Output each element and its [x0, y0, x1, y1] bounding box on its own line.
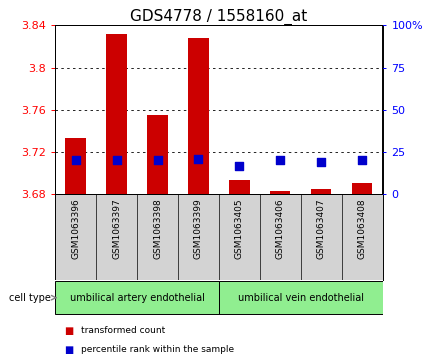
- Bar: [55, 281, 219, 314]
- Text: percentile rank within the sample: percentile rank within the sample: [81, 345, 234, 354]
- Point: [154, 158, 161, 163]
- Bar: [352, 183, 372, 194]
- Bar: [106, 34, 127, 194]
- Text: GSM1063405: GSM1063405: [235, 199, 244, 259]
- Title: GDS4778 / 1558160_at: GDS4778 / 1558160_at: [130, 9, 308, 25]
- Point: [195, 156, 202, 162]
- Bar: [229, 180, 249, 194]
- Point: [113, 158, 120, 163]
- Text: GSM1063399: GSM1063399: [194, 199, 203, 259]
- Text: cell type: cell type: [9, 293, 51, 303]
- Text: GSM1063408: GSM1063408: [357, 199, 366, 259]
- Point: [318, 159, 325, 165]
- Text: umbilical artery endothelial: umbilical artery endothelial: [70, 293, 204, 303]
- Bar: [188, 38, 209, 194]
- Text: ■: ■: [64, 326, 73, 336]
- Text: ■: ■: [64, 345, 73, 355]
- Point: [277, 158, 283, 163]
- Bar: [270, 191, 290, 194]
- Point: [72, 158, 79, 163]
- Bar: [147, 115, 168, 194]
- Text: GSM1063397: GSM1063397: [112, 199, 121, 259]
- Text: transformed count: transformed count: [81, 326, 165, 335]
- Bar: [65, 138, 86, 194]
- Text: GSM1063396: GSM1063396: [71, 199, 80, 259]
- Point: [236, 163, 243, 168]
- Text: GSM1063407: GSM1063407: [317, 199, 326, 259]
- Point: [359, 158, 366, 163]
- Bar: [219, 281, 382, 314]
- Text: GSM1063406: GSM1063406: [276, 199, 285, 259]
- Bar: [311, 189, 332, 194]
- Text: umbilical vein endothelial: umbilical vein endothelial: [238, 293, 364, 303]
- Text: GSM1063398: GSM1063398: [153, 199, 162, 259]
